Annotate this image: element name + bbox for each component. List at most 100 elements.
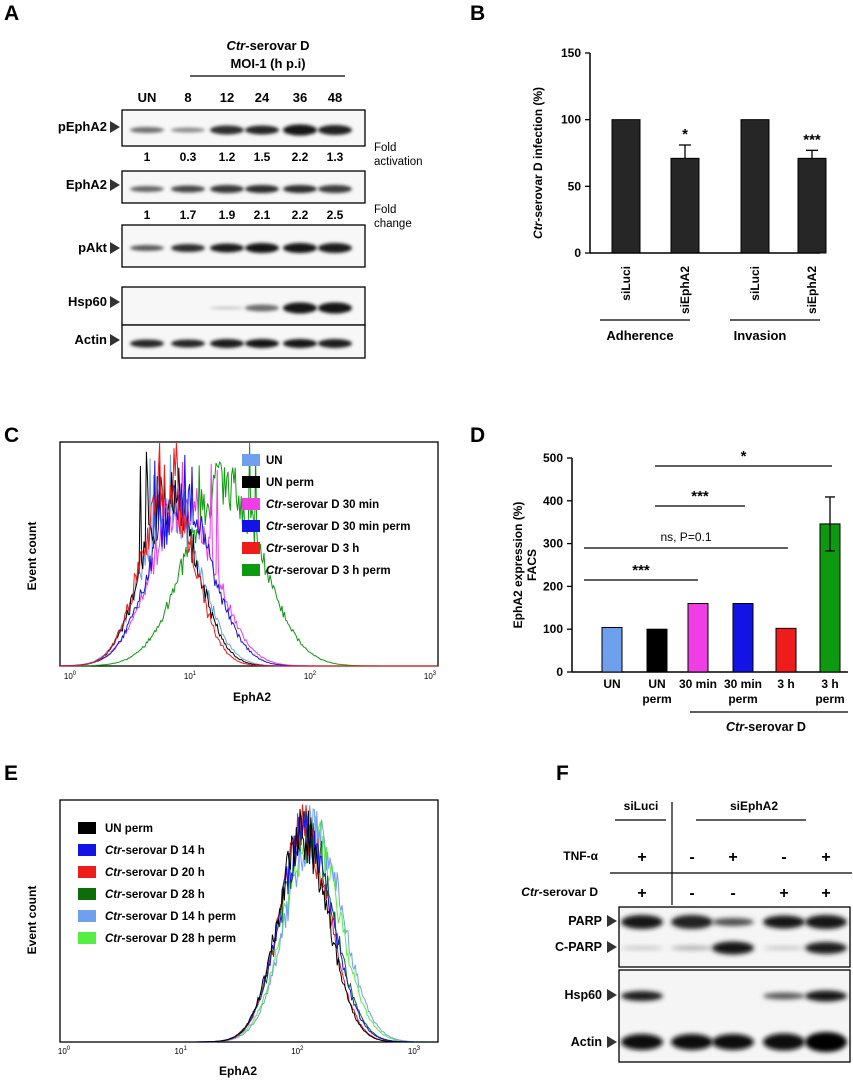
fold-change-value: 2.2 (292, 208, 309, 222)
fold-activation-label-2: activation (374, 156, 423, 168)
y-tick-label: 50 (568, 179, 582, 193)
y-tick-label: 500 (543, 451, 563, 465)
y-tick-label: 100 (561, 113, 581, 127)
group-label: Ctr-serovar D (726, 720, 806, 734)
blot-label: PARP (568, 914, 602, 928)
blot-band (171, 244, 205, 252)
blot-band (621, 946, 663, 950)
blot-band (671, 915, 713, 929)
blot-band (245, 185, 279, 193)
blot-marker-arrow-icon (110, 334, 120, 346)
blot-band (283, 124, 317, 136)
significance-marker: * (682, 126, 688, 143)
y-tick-label: 200 (543, 579, 563, 593)
panel-c-xlabel: EphA2 (233, 690, 271, 704)
bar (740, 119, 770, 254)
blot-band (671, 1034, 713, 1050)
category-label: perm (728, 692, 757, 706)
category-label: siEphA2 (678, 266, 692, 314)
group-siluci-label: siLuci (624, 799, 659, 813)
panel-d-ylabel-1: EphA2 expression (%) (511, 502, 525, 629)
bar (687, 603, 709, 673)
lane-label: 36 (293, 90, 307, 105)
blot-band (805, 1032, 847, 1052)
blot-band (245, 125, 279, 135)
category-label: 30 min (679, 677, 717, 691)
tnf-sign: - (689, 849, 694, 866)
legend-swatch (78, 844, 96, 856)
blot-pepha2: pEphA2 (58, 109, 366, 147)
blot-band (763, 992, 805, 1000)
panel-a-header-line2: MOI-1 (h p.i) (230, 56, 305, 71)
panel-e-ylabel: Event count (25, 886, 39, 955)
panel-f-letter: F (556, 762, 569, 785)
blot-band (130, 339, 164, 348)
blot-band (283, 243, 317, 253)
x-tick-label: 100 (58, 1046, 71, 1056)
significance-marker: *** (803, 131, 821, 148)
panel-c: C UN UN perm Ctr-serovar D 30 min Ctr-serov… (4, 424, 439, 704)
blot-band (210, 243, 244, 253)
legend-swatch (78, 910, 96, 922)
legend-swatch (242, 520, 260, 532)
significance-label: ns, P=0.1 (660, 530, 711, 544)
blot-label: pEphA2 (58, 119, 107, 134)
category-label: perm (642, 692, 671, 706)
legend-swatch (78, 822, 96, 834)
fold-activation-value: 0.3 (180, 150, 197, 164)
blot-label: Hsp60 (564, 988, 602, 1002)
panel-f: F siLuci siEphA2 TNF-α Ctr-serovar D + - +… (521, 762, 852, 1063)
panel-d-ylabel-2: FACS (525, 549, 539, 581)
blot-marker-arrow-icon (110, 179, 120, 191)
legend-swatch (242, 454, 260, 466)
x-tick-label: 102 (304, 671, 317, 681)
blot-marker-arrow-icon (607, 915, 617, 927)
blot-band (712, 1034, 754, 1050)
blot-band (318, 125, 352, 135)
blot-hsp60: Hsp60 (68, 286, 366, 326)
legend-swatch (242, 498, 260, 510)
blot-band (210, 339, 244, 348)
blot-label: pAkt (78, 240, 108, 255)
bar (611, 119, 641, 254)
panel-e-letter: E (4, 762, 18, 785)
fold-activation-label-1: Fold (374, 142, 396, 154)
blot-marker-arrow-icon (110, 121, 120, 133)
fold-change-value: 2.5 (327, 208, 344, 222)
panel-e-xticks: 100 101 102 103 (58, 1046, 421, 1056)
category-label: 30 min (724, 677, 762, 691)
category-label: UN (648, 677, 665, 691)
blot-band (318, 339, 352, 348)
blot-label: EphA2 (66, 177, 107, 192)
panel-d: D EphA2 expression (%) FACS 0 100 200 300 40… (470, 424, 848, 734)
lane-label: 8 (184, 90, 191, 105)
panel-c-legend: UN UN perm Ctr-serovar D 30 min Ctr-serovar… (242, 454, 410, 577)
blot-band (805, 942, 847, 954)
legend-swatch (242, 476, 260, 488)
x-tick-label: 101 (184, 671, 197, 681)
legend-entry: Ctr-serovar D 3 h (266, 543, 359, 555)
panel-d-letter: D (470, 424, 485, 447)
blot-band (283, 302, 317, 314)
blot-band (763, 1033, 805, 1051)
fold-activation-value: 1.5 (254, 150, 271, 164)
category-label: perm (815, 692, 844, 706)
blot-band (712, 918, 754, 926)
blot-pakt: pAkt (78, 224, 366, 268)
lane-label: UN (138, 90, 157, 105)
fold-change-value: 1.9 (219, 208, 236, 222)
tnf-sign: + (637, 849, 646, 866)
significance-label: *** (691, 488, 709, 505)
category-label: siLuci (619, 266, 633, 301)
y-tick-label: 400 (543, 494, 563, 508)
tnf-sign: + (728, 849, 737, 866)
legend-entry: Ctr-serovar D 14 h (105, 845, 205, 857)
panel-e: E UN perm Ctr-serovar D 14 h Ctr-serovar D… (4, 762, 439, 1078)
blot-marker-arrow-icon (110, 242, 120, 254)
blot-band (171, 127, 205, 133)
tnf-row-label: TNF-α (563, 849, 598, 863)
legend-swatch (78, 888, 96, 900)
ctr-sign: + (779, 885, 788, 902)
blot-band (621, 991, 663, 1001)
